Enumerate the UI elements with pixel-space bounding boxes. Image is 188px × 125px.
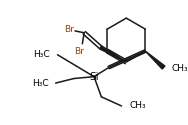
Text: Br: Br [65,25,74,34]
Polygon shape [145,51,165,69]
Text: Si: Si [89,72,99,82]
Text: Br: Br [74,47,84,56]
Polygon shape [100,46,126,62]
Text: H₃C: H₃C [32,79,48,88]
Text: CH₃: CH₃ [172,64,188,73]
Text: H₃C: H₃C [33,50,50,59]
Text: CH₃: CH₃ [130,102,146,110]
